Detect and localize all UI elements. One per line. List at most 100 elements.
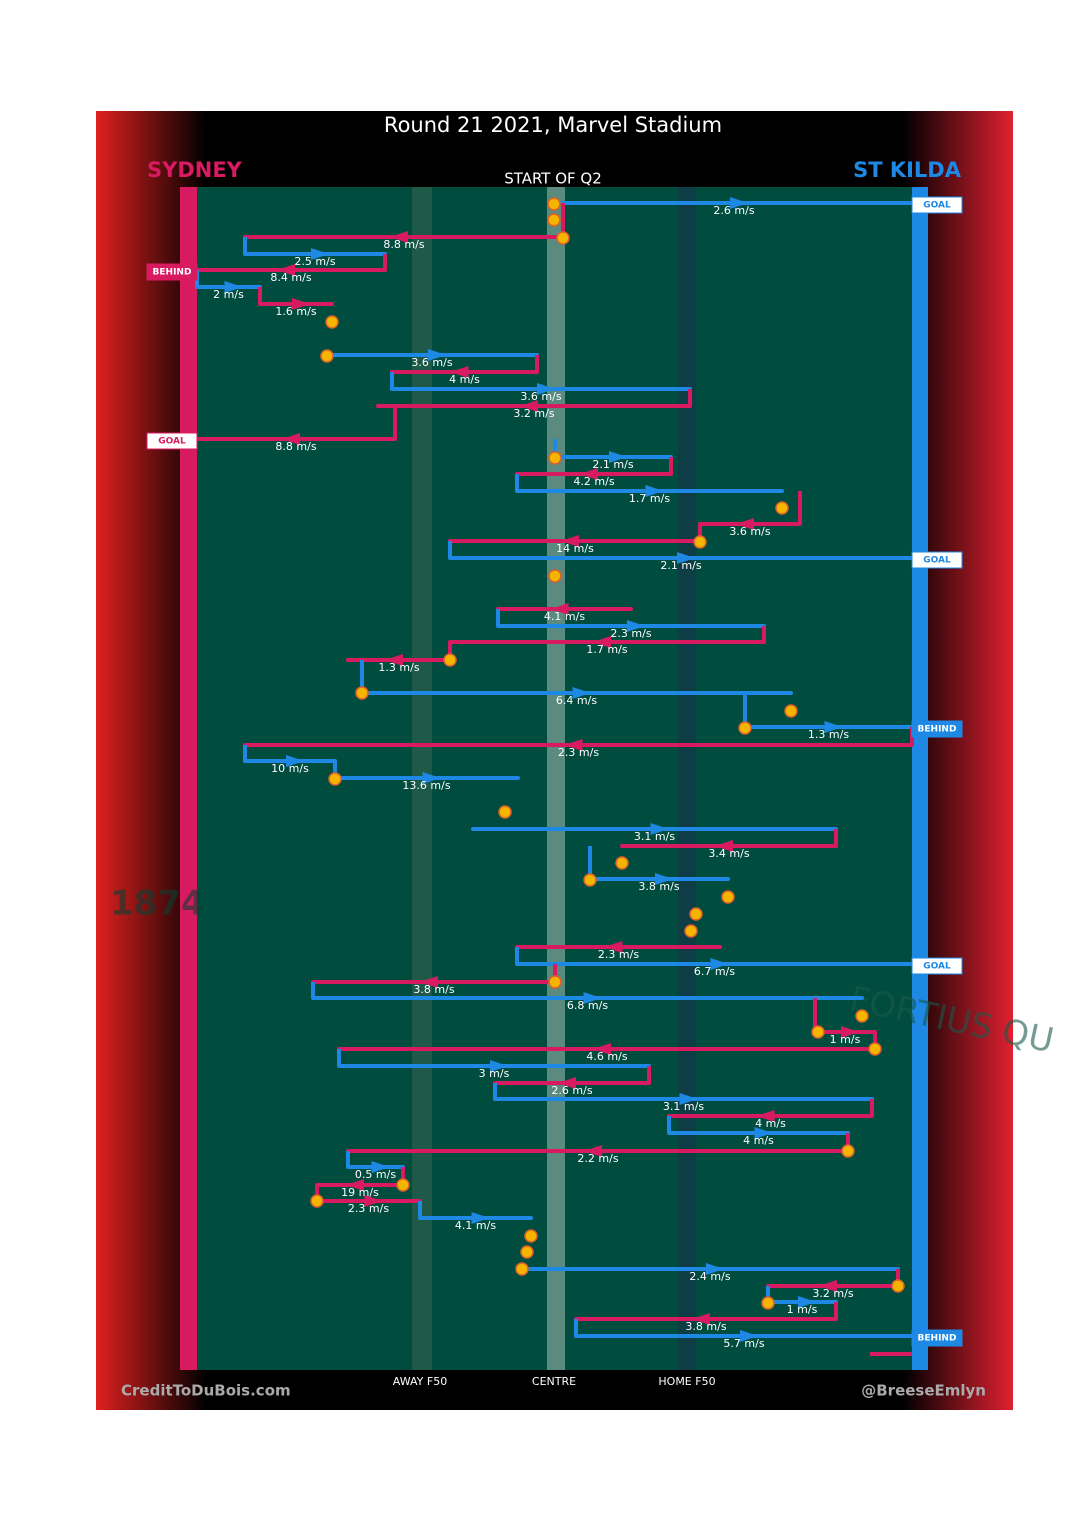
speed-label: 1.7 m/s (586, 643, 627, 656)
score-label: GOAL (923, 962, 951, 972)
speed-label: 2.3 m/s (598, 948, 639, 961)
arrow (740, 1330, 758, 1342)
centre-line (547, 187, 565, 1370)
contest (548, 569, 562, 583)
speed-label: 3.8 m/s (413, 983, 454, 996)
arrow (564, 739, 583, 751)
contest (738, 721, 752, 735)
team-left: SYDNEY (147, 158, 243, 182)
speed-label: 3.2 m/s (812, 1287, 853, 1300)
score-marker (911, 1329, 963, 1347)
contest (443, 653, 457, 667)
speed-label: 5.7 m/s (723, 1337, 764, 1350)
contest (498, 805, 512, 819)
arrow (677, 552, 695, 564)
speed-label: 3.6 m/s (520, 390, 561, 403)
speed-label: 2.3 m/s (558, 746, 599, 759)
footer-left: CreditToDuBois.com (121, 1382, 291, 1400)
speed-label: 1.3 m/s (808, 728, 849, 741)
score-marker (911, 551, 963, 569)
score-label: BEHIND (918, 725, 957, 735)
speed-label: 13.6 m/s (402, 779, 450, 792)
contest (693, 535, 707, 549)
score-label: GOAL (158, 437, 186, 447)
arrow (730, 197, 748, 209)
speed-label: 3 m/s (479, 1067, 510, 1080)
arrow (346, 1179, 364, 1191)
speed-label: 3.2 m/s (513, 407, 554, 420)
arrow (420, 976, 438, 988)
score-marker (146, 263, 198, 281)
arrow (292, 298, 310, 310)
field-label: AWAY F50 (393, 1375, 447, 1388)
speed-label: 4 m/s (755, 1117, 786, 1130)
arrow (706, 1263, 724, 1275)
arrow (385, 654, 403, 666)
speed-label: 8.8 m/s (383, 238, 424, 251)
contest (524, 1229, 538, 1243)
arrow (819, 1280, 837, 1292)
arrow (756, 1110, 775, 1122)
arrow (580, 468, 598, 480)
contest (320, 349, 334, 363)
speed-label: 2.2 m/s (577, 1152, 618, 1165)
arrow (561, 535, 579, 547)
arrow (627, 620, 645, 632)
speed-label: 2 m/s (213, 288, 244, 301)
contest (325, 315, 339, 329)
team-right: ST KILDA (853, 158, 962, 182)
speed-label: 1.6 m/s (275, 305, 316, 318)
speed-label: 6.8 m/s (567, 999, 608, 1012)
contest (811, 1025, 825, 1039)
contest (868, 1042, 882, 1056)
arrow (450, 366, 469, 378)
speed-label: 1.7 m/s (629, 492, 670, 505)
speed-label: 14 m/s (556, 542, 594, 555)
speed-label: 3.6 m/s (729, 525, 770, 538)
contest (548, 975, 562, 989)
score-label: GOAL (923, 556, 951, 566)
speed-label: 8.8 m/s (275, 440, 316, 453)
arrow (679, 1093, 698, 1105)
field-label: HOME F50 (658, 1375, 715, 1388)
chains: 2.6 m/s 8.8 m/s 2.5 m/s 8.4 m/s 2 m/s 1.6 m/s… (146, 196, 963, 1356)
arrow (390, 231, 408, 243)
arrow (537, 383, 555, 395)
contest (684, 924, 698, 938)
speed-label: 2.4 m/s (689, 1270, 730, 1283)
arrow (471, 1212, 490, 1224)
speed-label: 0.5 m/s (355, 1168, 396, 1181)
speed-label: 1 m/s (787, 1303, 818, 1316)
contest (855, 1009, 869, 1023)
subtitle: START OF Q2 (504, 170, 602, 188)
arrow (550, 603, 569, 615)
speed-label: 6.4 m/s (556, 694, 597, 707)
contest (547, 213, 561, 227)
contest (547, 197, 561, 211)
arrow (520, 400, 538, 412)
speed-label: 2.6 m/s (551, 1084, 592, 1097)
speed-label: 1.3 m/s (378, 661, 419, 674)
speed-label: 1 m/s (830, 1033, 861, 1046)
arrow (710, 958, 729, 970)
arrow (371, 1161, 390, 1173)
speed-label: 3.6 m/s (411, 356, 452, 369)
arrow (645, 485, 664, 497)
score-marker (146, 432, 198, 450)
watermark: 1874 (110, 884, 205, 924)
arrow (692, 1313, 710, 1325)
speed-label: 6.7 m/s (694, 965, 735, 978)
score-marker (911, 957, 963, 975)
sydney-goal-line (180, 187, 197, 1370)
contest (583, 873, 597, 887)
speed-label: 2.1 m/s (592, 458, 633, 471)
arrow (754, 1127, 773, 1139)
arrow (428, 349, 446, 361)
arrow (572, 687, 591, 699)
speed-label: 4 m/s (743, 1134, 774, 1147)
arrow (736, 518, 754, 530)
speed-label: 2.3 m/s (348, 1202, 389, 1215)
arrow (604, 941, 623, 953)
arrow (609, 451, 627, 463)
